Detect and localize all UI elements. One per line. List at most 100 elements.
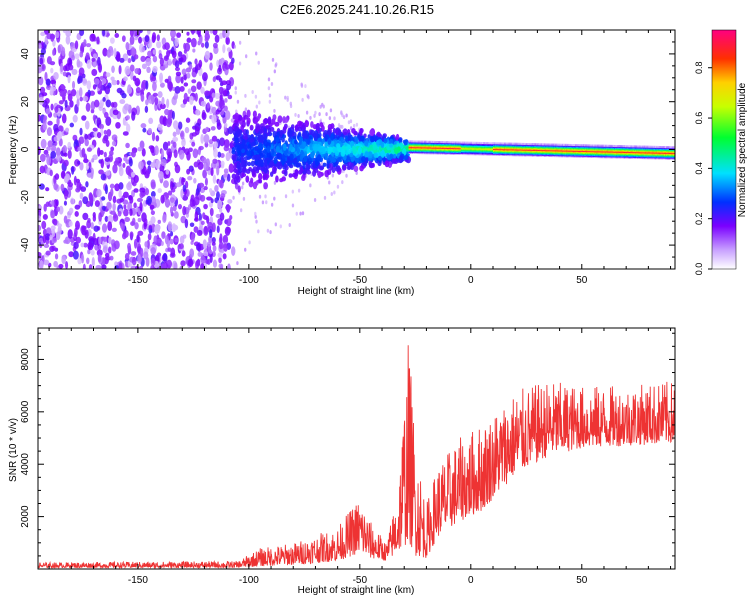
spectrogram-cell (133, 188, 139, 193)
spectrogram-cell (223, 168, 229, 174)
spectrogram-cell (518, 142, 521, 145)
spectrogram-cell (135, 265, 140, 269)
spectrogram-cell (163, 180, 169, 189)
spectrogram-cell (204, 50, 211, 60)
spectrogram-cell (324, 141, 329, 149)
spectrogram-cell (217, 151, 222, 158)
spectrogram-cell (511, 142, 514, 145)
spectrogram-cell (200, 263, 205, 269)
spectrogram-cell (101, 257, 106, 267)
spectrogram-cell (218, 32, 224, 39)
spectrogram-cell (146, 160, 152, 166)
spectrogram-cell (85, 164, 90, 170)
spectrogram-cell (39, 86, 46, 94)
spectrogram-cell (70, 198, 74, 205)
spectrogram-cell (369, 129, 375, 136)
spectrogram-cell (193, 177, 197, 184)
spectrogram-cell (167, 221, 173, 232)
spectrogram-cell (68, 220, 73, 227)
spectrogram-cell (435, 140, 438, 143)
spectrogram-cell (284, 194, 288, 199)
spectrogram-cell (301, 174, 306, 181)
spectrogram-cell (225, 205, 232, 211)
spectrogram-cell (130, 265, 137, 269)
spectrogram-cell (90, 222, 94, 229)
spectrogram-cell (127, 242, 131, 251)
spectrogram-cell (228, 163, 234, 174)
spectrogram-cell (215, 191, 220, 200)
spectrogram-cell (498, 142, 501, 145)
spectrogram-cell (238, 40, 242, 45)
spectrogram-cell (477, 141, 480, 144)
spectrogram-cell (203, 133, 210, 144)
spectrogram-cell (206, 196, 213, 201)
spectrogram-cell (189, 197, 194, 208)
spectrogram-cell (262, 172, 267, 180)
spectrogram-cell (261, 200, 265, 205)
spectrogram-cell (107, 246, 112, 254)
spectrogram-cell (570, 144, 573, 147)
spectrogram-cell (157, 123, 163, 131)
spectrogram-cell (160, 194, 165, 204)
spectrogram-cell (53, 71, 59, 80)
spectrogram-cell (446, 141, 449, 144)
spectrogram-cell (179, 85, 185, 92)
spectrogram-cell (281, 157, 286, 166)
spectrogram-cell (63, 159, 69, 167)
spectrogram-cell (233, 162, 237, 171)
spectrogram-cell (195, 243, 201, 251)
spectrogram-cell (54, 253, 59, 260)
spectrogram-cell (92, 84, 97, 90)
spectrogram-cell (460, 141, 463, 144)
spectrogram-cell (223, 243, 228, 252)
spectrogram-cell (136, 234, 140, 243)
spectrogram-cell (189, 95, 194, 106)
spectrogram-cell (102, 205, 106, 211)
spectrogram-cell (269, 230, 272, 235)
spectrogram-cell (389, 153, 394, 160)
spectrogram-cell (50, 67, 54, 74)
spectrogram-cell (205, 158, 210, 169)
spectrogram-cell (234, 118, 240, 124)
spectrogram-cell (223, 145, 230, 152)
spectrogram-cell (82, 79, 88, 84)
spectrogram-cell (216, 225, 220, 233)
spectrogram-cell (284, 169, 288, 177)
spectrogram-cell (251, 169, 256, 176)
spectrogram-cell (453, 141, 455, 144)
spectrogram-cell (61, 113, 67, 124)
spectrogram-cell (89, 193, 94, 204)
spectrogram-cell (423, 140, 425, 143)
spectrogram-cell (226, 226, 231, 234)
spectrogram-cell (364, 151, 370, 157)
spectrogram-cell (319, 165, 325, 170)
spectrogram-cell (299, 149, 304, 156)
spectrogram-cell (188, 64, 193, 70)
spectrogram-cell (515, 142, 517, 145)
spectrogram-cell (130, 171, 135, 178)
spectrogram-cell (263, 182, 268, 190)
spectrogram-cell (147, 50, 153, 58)
spectrogram-cell (206, 102, 211, 109)
spectrogram-cell (39, 57, 44, 65)
spectrogram-cell (263, 165, 268, 174)
spectrogram-cell (234, 90, 237, 95)
spectrogram-cell (146, 239, 150, 250)
spectrogram-cell (181, 138, 186, 147)
spectrogram-cell (74, 227, 78, 237)
spectrogram-cell (490, 142, 493, 145)
spectrogram-cell (471, 141, 474, 144)
spectrogram-cell (299, 155, 304, 161)
spectrogram-cell (225, 80, 232, 86)
spectrogram-cell (434, 140, 436, 143)
spectrogram-cell (180, 260, 186, 267)
spectrogram-cell (125, 115, 131, 120)
spectrogram-cell (71, 48, 77, 53)
spectrogram-cell (43, 259, 50, 266)
spectrogram-cell (448, 141, 451, 144)
spectrogram-cell (161, 96, 165, 106)
spectrogram-cell (247, 143, 252, 152)
spectrogram-cell (42, 213, 48, 220)
spectrogram-cell (275, 136, 280, 143)
spectrogram-cell (264, 194, 267, 199)
